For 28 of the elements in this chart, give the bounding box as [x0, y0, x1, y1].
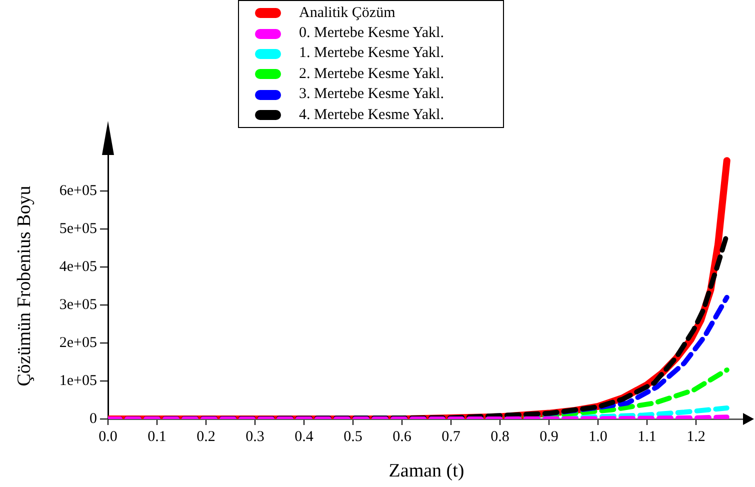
x-tick-label: 0.1 [148, 428, 166, 445]
legend-label: 0. Mertebe Kesme Yakl. [299, 25, 444, 42]
x-tick-label: 0.2 [196, 428, 216, 445]
y-axis-title: Çözümün Frobenius Boyu [14, 186, 36, 386]
x-tick-label: 0.0 [98, 428, 118, 445]
y-tick-label: 2e+05 [59, 334, 97, 351]
legend-label: 3. Mertebe Kesme Yakl. [299, 86, 444, 104]
legend-label: 2. Mertebe Kesme Yakl. [299, 66, 444, 83]
x-axis-title: Zaman (t) [388, 460, 464, 482]
y-tick-label: 4e+05 [59, 258, 97, 275]
x-tick-label: 1.2 [686, 428, 706, 445]
x-tick-label: 1.1 [638, 428, 656, 445]
x-tick-label: 0.6 [392, 428, 412, 445]
x-tick-label: 0.5 [344, 428, 362, 445]
legend-label: 1. Mertebe Kesme Yakl. [299, 45, 444, 62]
legend-label: 4. Mertebe Kesme Yakl. [299, 106, 444, 124]
x-tick-label: 1.0 [588, 428, 608, 445]
x-tick-label: 0.7 [442, 428, 461, 445]
x-tick-label: 0.3 [246, 428, 264, 445]
x-tick-label: 0.4 [294, 428, 314, 445]
y-tick-label: 3e+05 [59, 296, 97, 313]
y-tick-label: 0 [90, 410, 97, 427]
y-tick-label: 6e+05 [59, 182, 97, 199]
y-tick-label: 5e+05 [59, 220, 97, 237]
legend-label: Analitik Çözüm [299, 4, 396, 22]
x-tick-label: 0.9 [540, 428, 558, 445]
y-tick-label: 1e+05 [59, 372, 97, 389]
x-tick-label: 0.8 [490, 428, 510, 445]
